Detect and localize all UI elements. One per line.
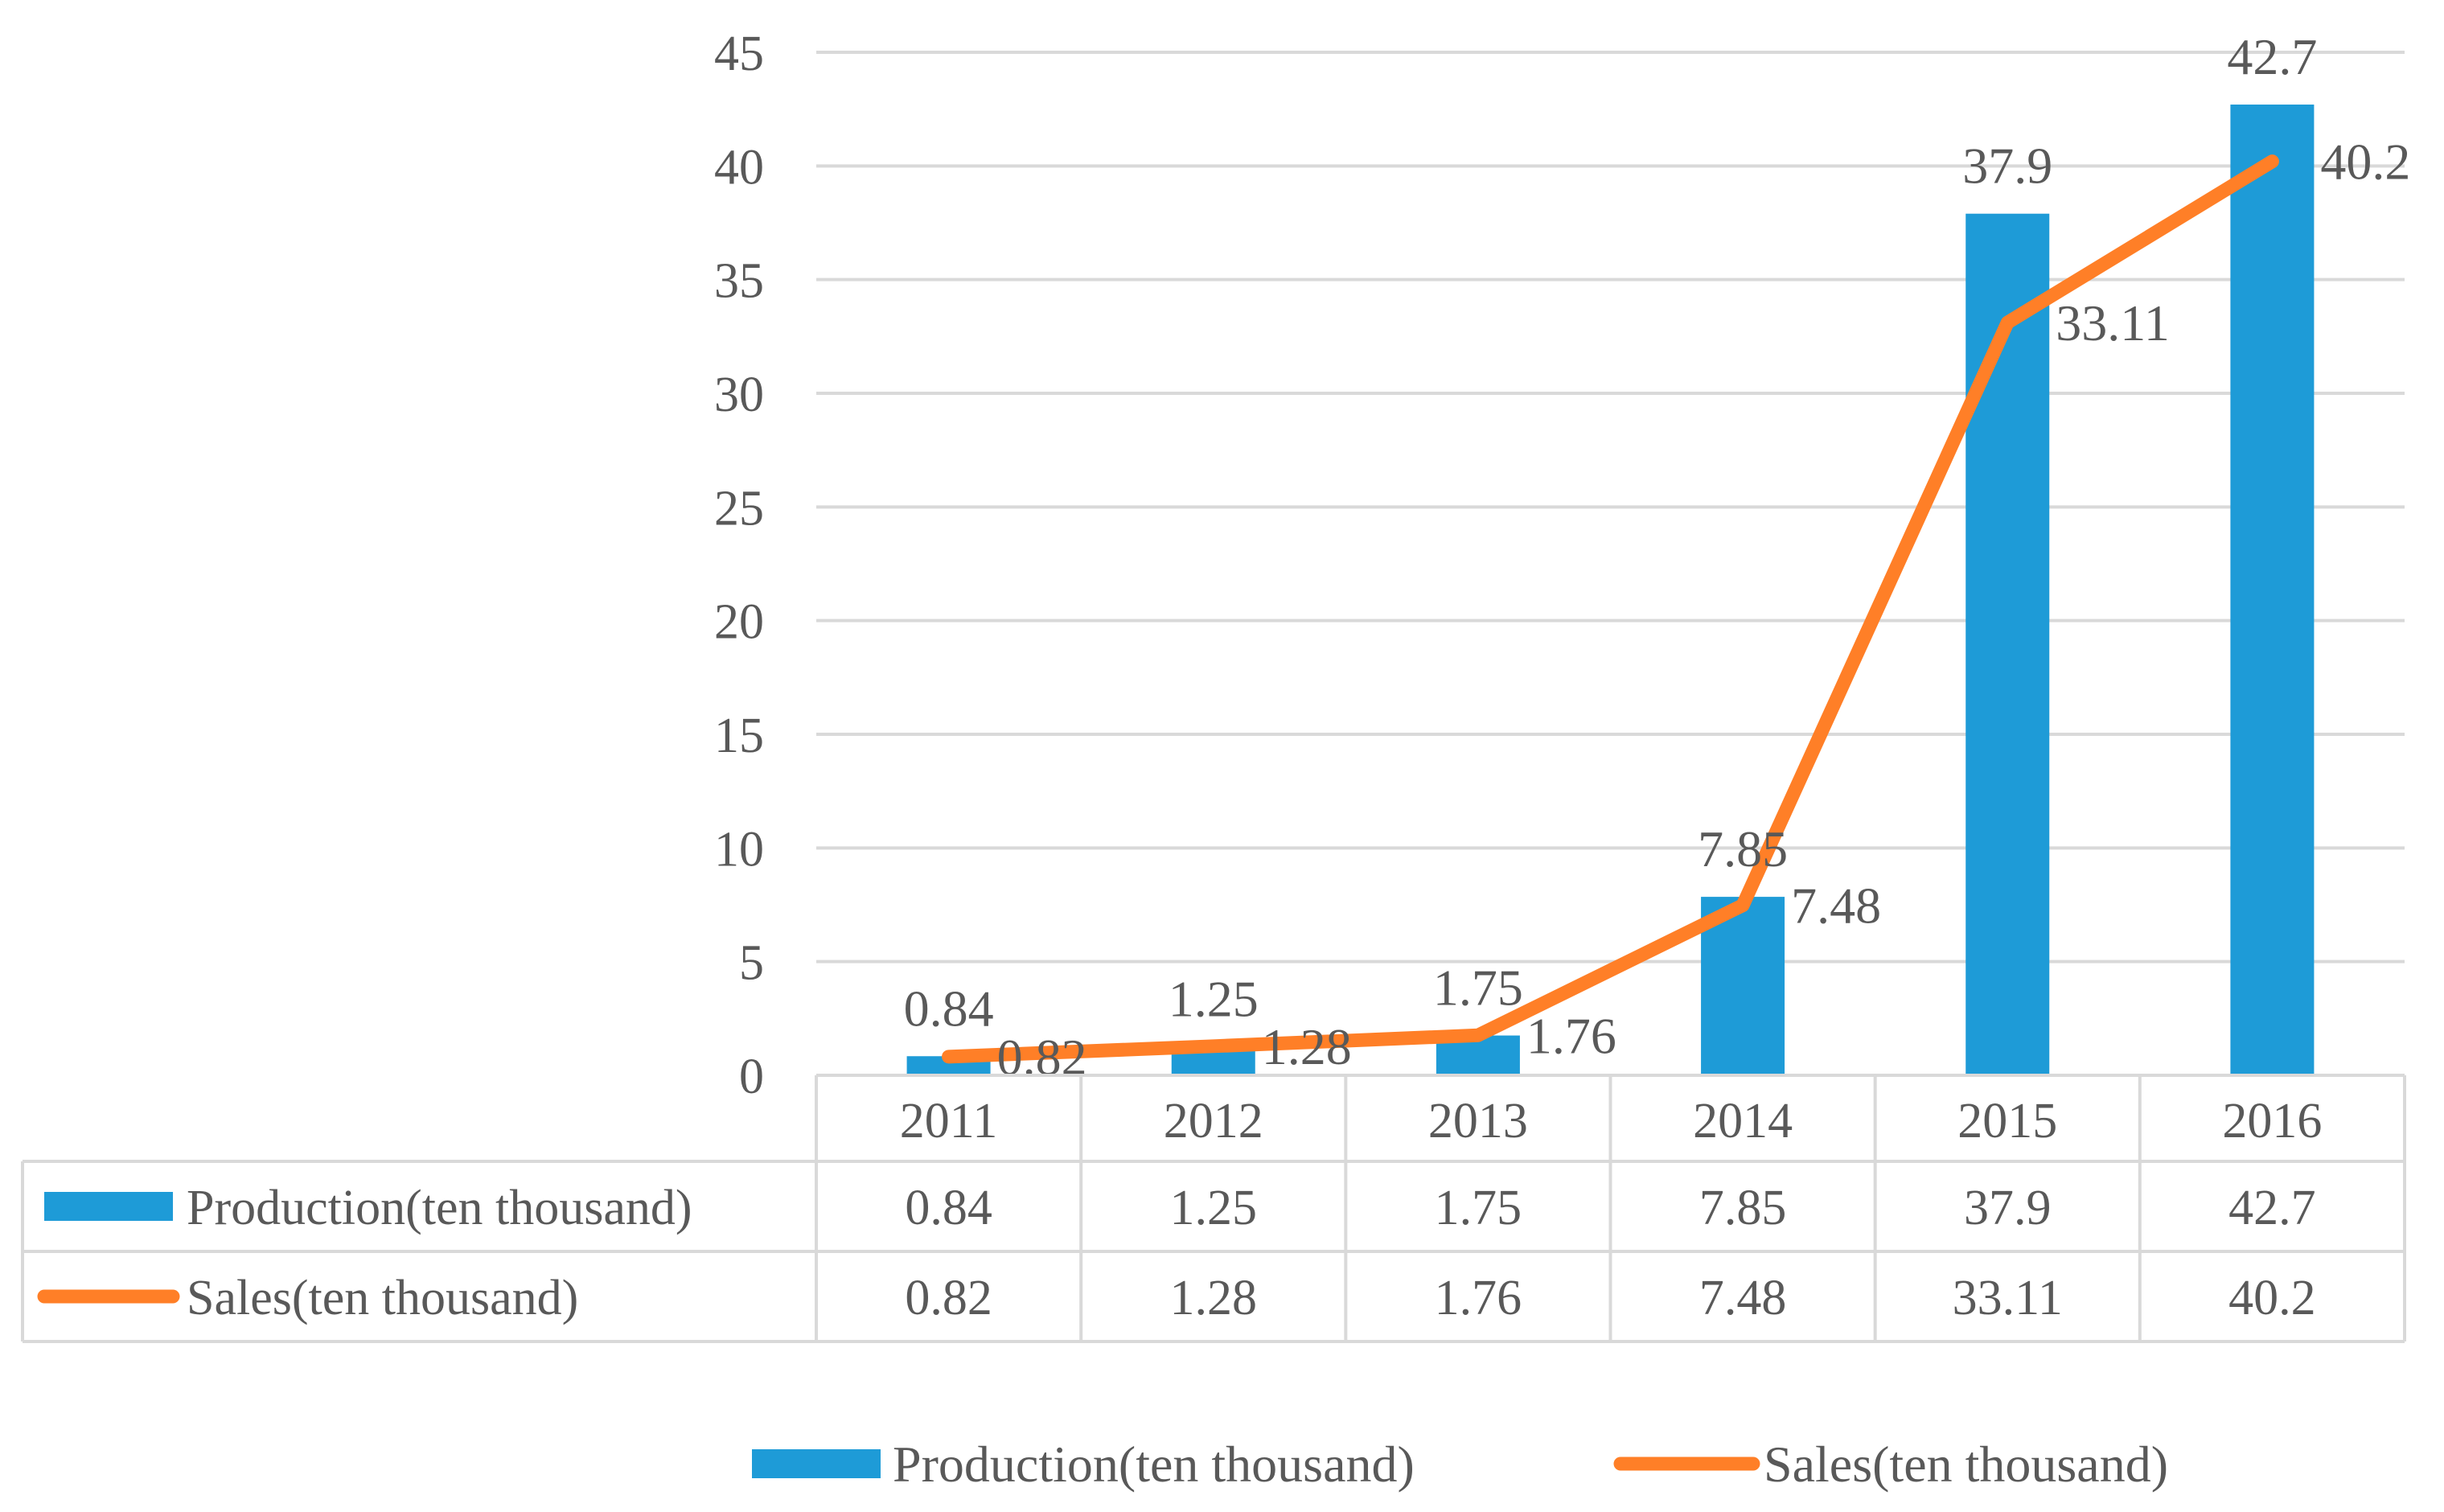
y-tick-label: 40 [714, 140, 764, 195]
table-cell: 1.28 [1170, 1271, 1258, 1325]
y-tick-label: 35 [714, 254, 764, 309]
production-data-label: 0.84 [904, 980, 994, 1037]
data-labels: 0.84 1.25 1.75 7.85 37.9 42.7 0.82 1.28 1.76 7.48… [904, 28, 2411, 1086]
category-label: 2011 [900, 1094, 998, 1148]
table-series-name: Sales(ten thousand) [187, 1271, 578, 1325]
category-label: 2014 [1693, 1094, 1793, 1148]
table-cell: 40.2 [2228, 1271, 2316, 1325]
y-tick-label: 30 [714, 368, 764, 422]
sales-line [942, 154, 2279, 1064]
table-cell: 7.48 [1699, 1271, 1787, 1325]
table-cell: 1.75 [1435, 1181, 1522, 1235]
production-data-label: 1.25 [1169, 971, 1259, 1028]
production-bar [2230, 105, 2315, 1076]
table-cell: 33.11 [1953, 1271, 2063, 1325]
gridlines [816, 51, 2405, 963]
table-cell: 0.82 [905, 1271, 992, 1325]
y-tick-label: 10 [714, 822, 764, 877]
sales-series-line [942, 154, 2279, 1064]
y-axis: 0 5 10 15 20 25 30 35 40 45 [714, 27, 764, 1104]
table-cell: 37.9 [1964, 1181, 2052, 1235]
sales-data-label: 0.82 [997, 1029, 1087, 1086]
table-cell: 0.84 [905, 1181, 992, 1235]
legend-label-sales: Sales(ten thousand) [1764, 1436, 2168, 1493]
y-tick-label: 5 [739, 936, 764, 991]
table-key-production [44, 1192, 173, 1221]
data-table: 2011 2012 2013 2014 2015 2016 Production(ten t… [21, 1074, 2406, 1343]
sales-data-label: 1.28 [1262, 1018, 1352, 1075]
y-tick-label: 25 [714, 481, 764, 536]
production-data-label: 37.9 [1962, 138, 2052, 195]
sales-data-label: 40.2 [2320, 134, 2410, 191]
table-cell: 1.25 [1170, 1181, 1258, 1235]
y-tick-label: 0 [739, 1050, 764, 1104]
table-cell: 7.85 [1699, 1181, 1787, 1235]
production-bar [1701, 897, 1785, 1075]
legend: Production(ten thousand) Sales(ten thousa… [752, 1436, 2168, 1493]
production-bars [906, 105, 2315, 1076]
y-tick-label: 15 [714, 709, 764, 763]
category-label: 2015 [1957, 1094, 2057, 1148]
y-tick-label: 45 [714, 27, 764, 81]
category-label: 2012 [1164, 1094, 1263, 1148]
table-cell: 1.76 [1435, 1271, 1522, 1325]
table-cell: 42.7 [2228, 1181, 2316, 1235]
sales-data-label: 1.76 [1526, 1007, 1616, 1064]
sales-data-label: 33.11 [2056, 294, 2170, 351]
sales-data-label: 7.48 [1791, 877, 1881, 935]
category-label: 2013 [1428, 1094, 1528, 1148]
category-label: 2016 [2222, 1094, 2322, 1148]
legend-key-production [752, 1449, 881, 1478]
y-tick-label: 20 [714, 595, 764, 650]
production-data-label: 42.7 [2227, 28, 2317, 85]
legend-label-production: Production(ten thousand) [893, 1436, 1415, 1493]
table-series-name: Production(ten thousand) [187, 1181, 692, 1235]
production-bar [1965, 213, 2050, 1075]
production-data-label: 1.75 [1433, 959, 1523, 1017]
production-data-label: 7.85 [1698, 820, 1788, 877]
